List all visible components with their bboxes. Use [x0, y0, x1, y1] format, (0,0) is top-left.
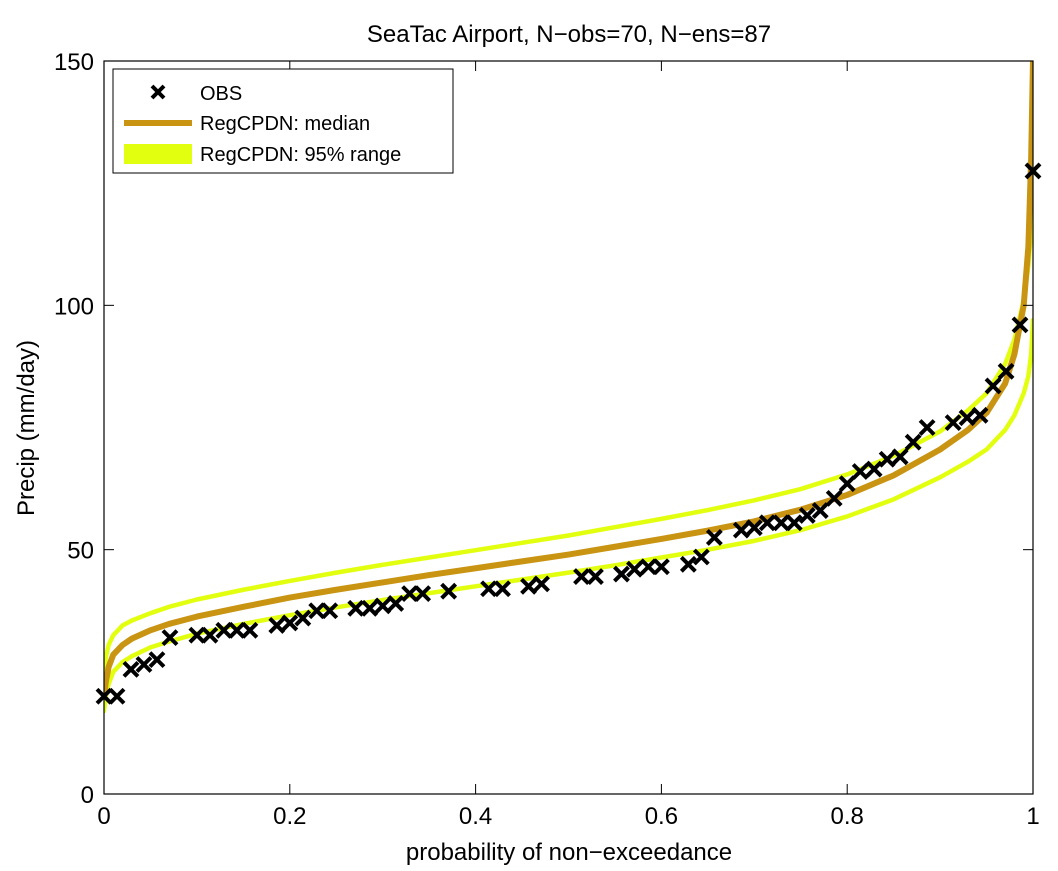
obs-point	[772, 514, 790, 532]
obs-point	[294, 609, 312, 627]
obs-point	[997, 362, 1015, 380]
x-tick-label: 0.2	[273, 803, 306, 830]
obs-point	[944, 414, 962, 432]
y-tick-label: 150	[54, 49, 94, 76]
x-axis-label: probability of non−exceedance	[406, 839, 732, 866]
legend-item-range: RegCPDN: 95% range	[124, 144, 401, 166]
obs-point	[626, 560, 643, 578]
obs-point	[652, 558, 670, 576]
x-tick-label: 0.4	[459, 803, 492, 830]
chart-title: SeaTac Airport, N−obs=70, N−ens=87	[367, 21, 771, 48]
obs-point	[440, 582, 458, 600]
obs-point	[971, 406, 989, 424]
obs-point	[361, 599, 379, 617]
legend-obs-marker	[150, 84, 166, 100]
obs-point	[851, 463, 869, 480]
obs-point	[587, 568, 604, 585]
obs-point	[161, 629, 179, 647]
obs-point	[520, 577, 537, 595]
obs-point	[692, 548, 710, 566]
plot-frame	[103, 60, 1034, 795]
obs-point	[811, 502, 829, 519]
obs-point	[705, 529, 723, 546]
legend-range-swatch	[124, 144, 192, 164]
obs-point	[122, 660, 140, 678]
obs-point	[108, 687, 126, 705]
obs-point	[241, 621, 259, 639]
obs-point	[321, 602, 339, 620]
obs-point	[281, 614, 299, 632]
obs-point	[494, 580, 511, 598]
obs-point	[958, 409, 976, 427]
obs-point	[533, 575, 550, 593]
obs-point	[374, 597, 392, 615]
obs-point	[984, 377, 1002, 395]
obs-point	[573, 568, 590, 585]
obs-point	[679, 555, 697, 573]
obs-point	[228, 621, 246, 639]
obs-point	[891, 448, 909, 466]
y-tick-label: 50	[67, 538, 94, 565]
obs-point	[878, 450, 896, 468]
obs-point	[865, 460, 883, 478]
x-tick-label: 0.6	[645, 803, 678, 830]
obs-point	[347, 599, 365, 617]
x-tick-label: 0.8	[831, 803, 864, 830]
obs-point	[401, 585, 419, 603]
obs-point	[268, 616, 286, 634]
obs-point	[613, 565, 630, 583]
obs-point	[480, 580, 498, 598]
obs-point	[732, 521, 750, 539]
obs-point	[798, 507, 816, 524]
obs-point	[1024, 162, 1042, 180]
x-tick-label: 1	[1026, 803, 1039, 830]
legend-median-label: RegCPDN: median	[200, 113, 370, 135]
obs-point	[745, 519, 763, 537]
obs-point	[1011, 316, 1029, 334]
obs-point	[215, 621, 233, 639]
obs-point	[414, 585, 432, 603]
ticks-layer: 0 0.2 0.4 0.6 0.8 1 0 50 100 150	[54, 49, 1040, 830]
legend: OBS RegCPDN: median RegCPDN: 95% range	[112, 68, 454, 174]
legend-obs-label: OBS	[200, 83, 242, 105]
legend-item-obs: OBS	[150, 83, 242, 105]
obs-point	[838, 475, 856, 493]
range-upper-line	[104, 205, 1033, 679]
legend-item-median: RegCPDN: median	[124, 113, 370, 135]
obs-point	[95, 687, 113, 705]
y-tick-label: 0	[81, 782, 94, 809]
y-tick-label: 100	[54, 293, 94, 320]
obs-point	[904, 433, 922, 451]
obs-point	[918, 419, 936, 436]
obs-point	[188, 626, 206, 644]
obs-point	[785, 514, 803, 532]
legend-range-label: RegCPDN: 95% range	[200, 144, 401, 166]
y-axis-label: Precip (mm/day)	[13, 340, 40, 516]
obs-point	[201, 626, 219, 644]
range-lower-line	[104, 317, 1033, 714]
obs-point	[308, 602, 326, 620]
obs-point	[135, 656, 153, 673]
obs-point	[825, 489, 843, 507]
obs-point	[758, 514, 776, 532]
x-tick-label: 0	[97, 803, 110, 830]
obs-point	[639, 558, 657, 576]
obs-point	[148, 651, 166, 669]
obs-point	[387, 595, 405, 612]
obs-markers	[95, 162, 1042, 705]
